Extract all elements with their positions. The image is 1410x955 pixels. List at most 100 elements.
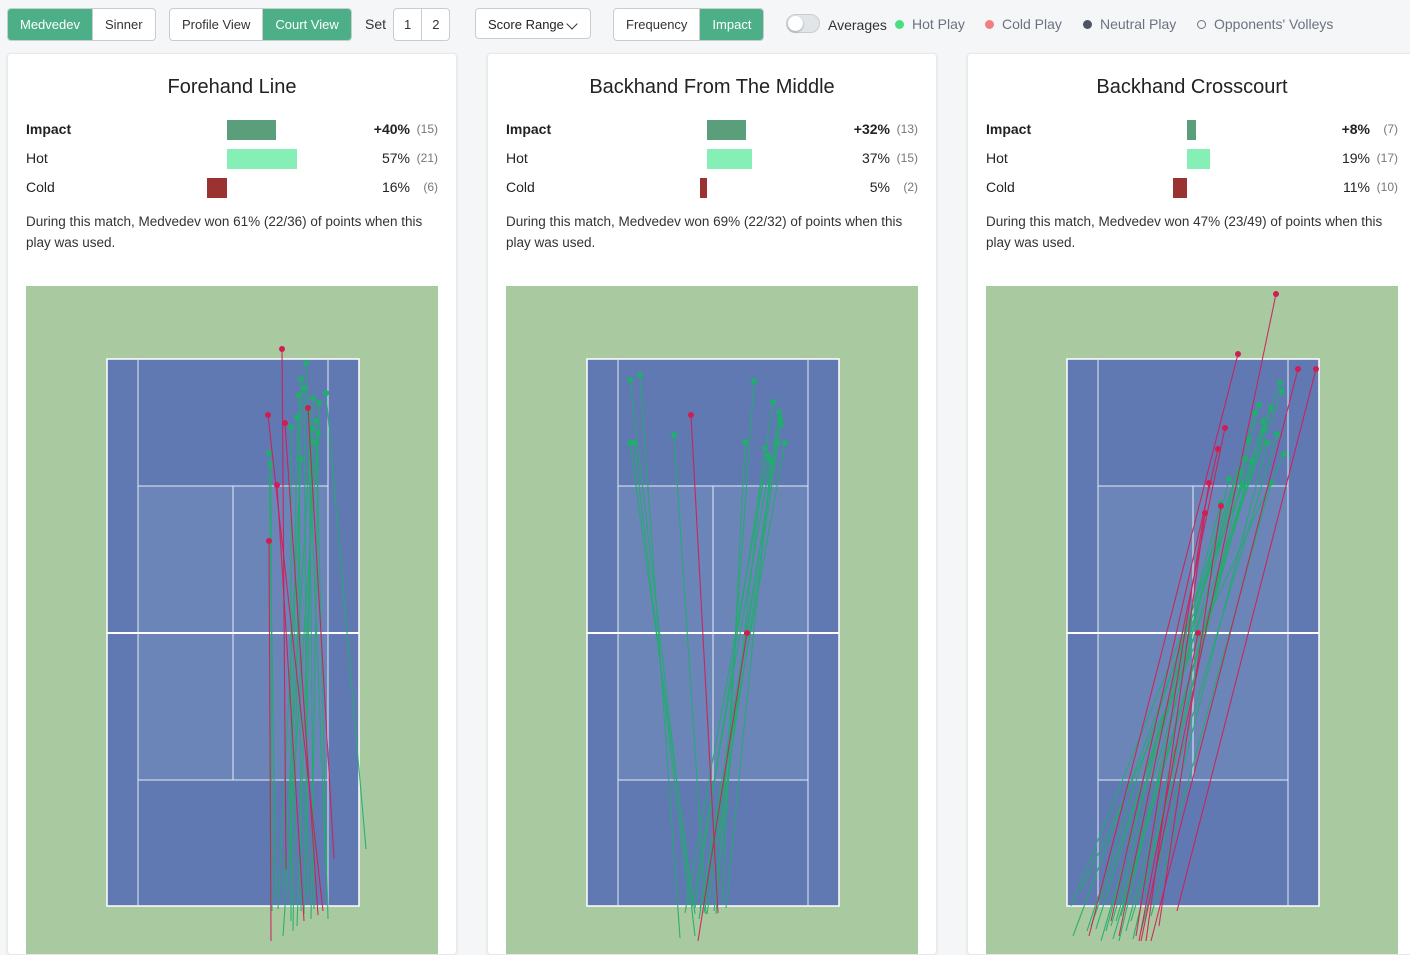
cold-shot-trajectory xyxy=(1135,482,1210,937)
view-toggle: Profile View Court View xyxy=(169,8,352,41)
player-toggle: Medvedev Sinner xyxy=(7,8,156,41)
hot-shot-dot xyxy=(1226,476,1232,482)
hot-shot-trajectory xyxy=(1118,478,1230,942)
hot-shot-dot xyxy=(316,400,322,406)
hot-shot-dot xyxy=(1261,426,1267,432)
hot-shot-trajectory xyxy=(282,397,314,892)
hot-shot-dot xyxy=(631,440,637,446)
cold-shot-trajectory xyxy=(1138,632,1199,942)
cold-shot-dot xyxy=(1202,510,1208,516)
hot-shot-trajectory xyxy=(673,434,707,915)
card-title: Forehand Line xyxy=(167,76,297,98)
cold-value: 16% xyxy=(381,179,410,195)
hot-shot-dot xyxy=(782,440,788,446)
hot-play-dot-icon xyxy=(895,19,904,29)
hot-value: 57% xyxy=(381,150,410,166)
cold-shot-trajectory xyxy=(276,484,305,922)
impact-value: +32% xyxy=(853,121,890,137)
cold-shot-trajectory xyxy=(1110,448,1219,922)
impact-bar xyxy=(707,120,746,140)
hot-shot-dot xyxy=(762,445,768,451)
set-1-button[interactable]: 1 xyxy=(394,9,423,40)
chevron-down-icon xyxy=(566,18,578,30)
card-description: During this match, Medvedev won 69% (22/… xyxy=(506,214,903,250)
averages-toggle[interactable] xyxy=(786,14,820,33)
hot-shot-dot xyxy=(1274,431,1280,437)
hot-shot-dot xyxy=(1277,380,1283,386)
averages-label: Averages xyxy=(828,17,887,33)
set-selector: 1 2 xyxy=(393,8,451,41)
impact-label: Impact xyxy=(26,121,72,137)
hot-shot-dot xyxy=(1279,388,1285,394)
hot-shot-trajectory xyxy=(1130,433,1278,922)
impact-row: Impact +8% (7) xyxy=(986,120,1398,141)
hot-shot-dot xyxy=(1256,402,1262,408)
hot-shot-dot xyxy=(288,424,294,430)
cold-shot-trajectory xyxy=(1140,293,1277,942)
hot-shot-dot xyxy=(1240,482,1246,488)
cold-shot-dot xyxy=(266,538,272,544)
hot-value: 19% xyxy=(1341,150,1370,166)
impact-count: (13) xyxy=(896,122,918,136)
player-button-sinner[interactable]: Sinner xyxy=(104,17,143,32)
hot-row: Hot 19% (17) xyxy=(986,149,1398,170)
hot-shot-dot xyxy=(1264,440,1270,446)
hot-shot-trajectory xyxy=(325,392,367,850)
cold-shot-dot xyxy=(265,412,271,418)
cold-shot-dot xyxy=(1235,351,1241,357)
toggle-knob xyxy=(788,16,803,31)
cold-count: (10) xyxy=(1376,180,1398,194)
cold-shot-dot xyxy=(1215,446,1221,452)
hot-shot-trajectory xyxy=(629,379,696,937)
opponents-volleys-dot-icon xyxy=(1197,19,1206,29)
hot-row: Hot 57% (21) xyxy=(26,149,438,170)
frequency-button[interactable]: Frequency xyxy=(614,9,701,40)
set-2-button[interactable]: 2 xyxy=(432,17,440,32)
hot-shot-trajectory xyxy=(1070,484,1244,907)
profile-view-button[interactable]: Profile View xyxy=(170,9,264,40)
cold-shot-trajectory xyxy=(1088,353,1239,937)
hot-count: (21) xyxy=(416,151,438,165)
hot-shot-trajectory xyxy=(633,442,690,905)
hot-shot-dot xyxy=(770,399,776,405)
hot-row: Hot 37% (15) xyxy=(506,149,918,170)
hot-shot-dot xyxy=(266,450,272,456)
legend-hot-play: Hot Play xyxy=(895,16,965,32)
hot-shot-trajectory xyxy=(282,432,319,937)
impact-value: +8% xyxy=(1341,121,1370,137)
hot-shot-trajectory xyxy=(303,387,309,895)
cold-shot-dot xyxy=(1195,630,1201,636)
hot-shot-dot xyxy=(311,439,317,445)
hot-shot-dot xyxy=(313,418,319,424)
hot-shot-dot xyxy=(268,461,274,467)
hot-shot-trajectory xyxy=(268,452,277,900)
impact-bar xyxy=(227,120,276,140)
cold-shot-dot xyxy=(305,405,311,411)
hot-shot-dot xyxy=(637,372,643,378)
hot-shot-dot xyxy=(765,453,771,459)
impact-label: Impact xyxy=(986,121,1032,137)
hot-shot-dot xyxy=(751,378,757,384)
impact-button[interactable]: Impact xyxy=(700,9,764,40)
cold-bar xyxy=(1173,178,1187,198)
hot-count: (15) xyxy=(896,151,918,165)
hot-shot-dot xyxy=(1281,451,1287,457)
impact-count: (15) xyxy=(416,122,438,136)
score-range-label: Score Range xyxy=(488,17,564,32)
toolbar: Medvedev Sinner Profile View Court View … xyxy=(0,0,1410,48)
cold-shot-trajectory xyxy=(690,414,719,914)
legend-neutral-play: Neutral Play xyxy=(1083,16,1176,32)
play-card-forehand-line: Forehand Line Impact +40% (15) Hot 57% (… xyxy=(7,53,457,955)
play-card-backhand-crosscourt: Backhand Crosscourt Impact +8% (7) Hot 1… xyxy=(967,53,1410,955)
cold-shot-trajectory xyxy=(268,540,272,942)
card-description: During this match, Medvedev won 61% (22/… xyxy=(26,214,423,250)
hot-shot-trajectory xyxy=(691,411,780,908)
hot-shot-dot xyxy=(777,415,783,421)
court-view-button[interactable]: Court View xyxy=(263,9,351,40)
player-button-medvedev[interactable]: Medvedev xyxy=(8,9,93,40)
cold-shot-dot xyxy=(1206,480,1212,486)
cold-shot-dot xyxy=(1313,366,1319,372)
score-range-dropdown[interactable]: Score Range xyxy=(475,8,591,39)
hot-shot-dot xyxy=(768,458,774,464)
hot-shot-trajectory xyxy=(1086,438,1249,932)
